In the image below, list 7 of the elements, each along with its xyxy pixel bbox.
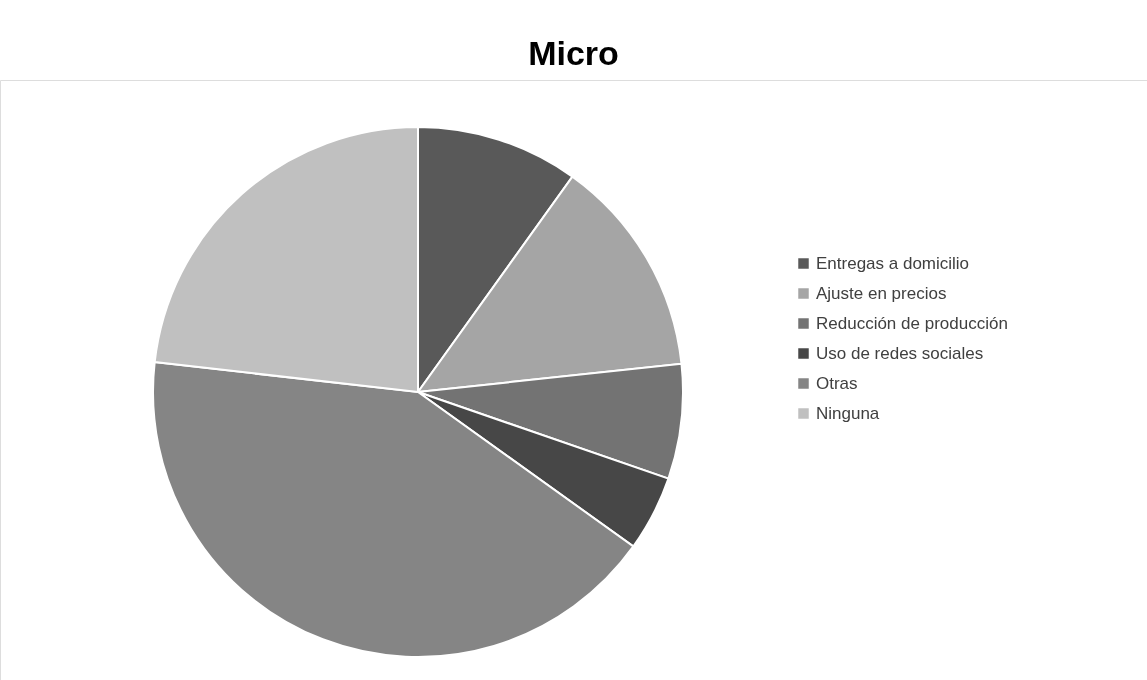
legend-label: Ajuste en precios [816, 283, 947, 303]
legend-label: Reducción de producción [816, 313, 1008, 333]
legend-label: Entregas a domicilio [816, 253, 970, 273]
legend-label: Otras [816, 373, 858, 393]
chart-title: Micro [528, 34, 619, 72]
legend-label: Uso de redes sociales [816, 343, 984, 363]
legend-label: Ninguna [816, 403, 880, 423]
